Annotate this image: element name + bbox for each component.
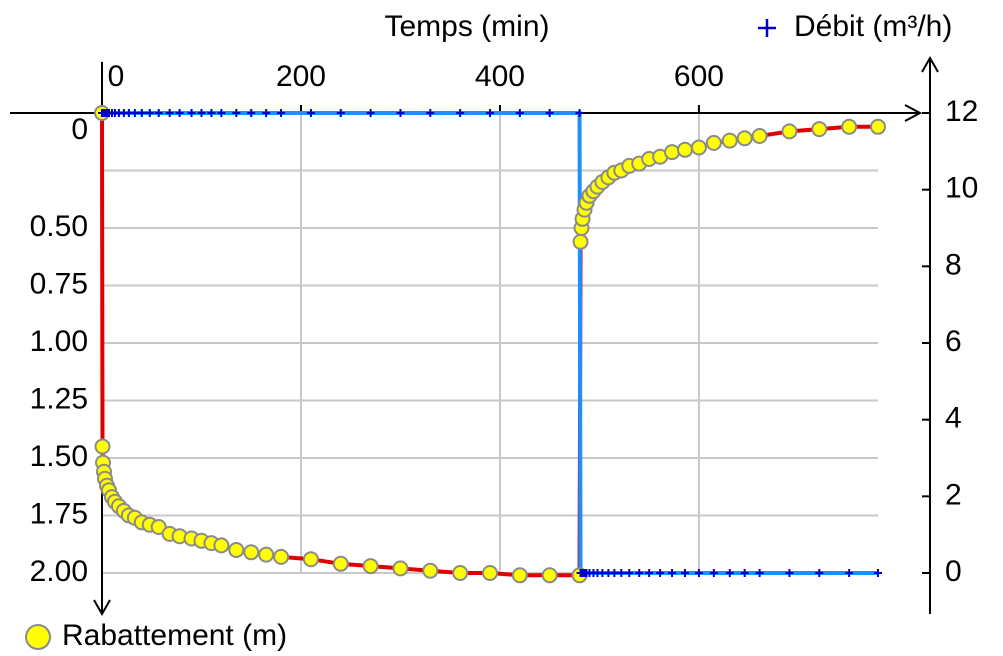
data-point xyxy=(396,109,405,117)
data-point xyxy=(572,233,589,250)
data-point xyxy=(690,139,707,156)
data-point xyxy=(392,560,409,577)
data-point xyxy=(243,544,260,561)
data-point xyxy=(785,569,794,577)
data-point xyxy=(680,569,689,577)
y-tick-label: 2.00 xyxy=(30,555,88,588)
grid xyxy=(102,113,878,574)
data-point xyxy=(676,141,693,158)
data-point xyxy=(751,128,768,144)
data-point xyxy=(645,569,654,577)
x-tick-label: 400 xyxy=(475,60,525,93)
data-point xyxy=(175,109,184,117)
data-point xyxy=(130,109,139,117)
data-point xyxy=(482,565,498,581)
data-point xyxy=(736,130,753,147)
data-point xyxy=(426,109,435,117)
x-axis-arrow xyxy=(904,104,923,122)
data-point xyxy=(207,109,216,117)
data-point xyxy=(656,569,665,577)
data-point xyxy=(452,565,469,581)
data-point xyxy=(456,109,465,117)
x-tick-label: 0 xyxy=(108,60,125,93)
data-point xyxy=(302,551,319,568)
data-point xyxy=(217,109,226,117)
data-point xyxy=(845,569,854,577)
y2-tick-label: 10 xyxy=(945,172,978,205)
x-axis-title: Temps (min) xyxy=(384,10,549,43)
data-point xyxy=(137,109,146,117)
data-point xyxy=(874,569,882,577)
x-tick-label: 200 xyxy=(276,60,326,93)
y2-tick-label: 12 xyxy=(945,95,978,128)
data-point xyxy=(154,109,163,117)
data-point xyxy=(247,109,256,117)
data-point xyxy=(366,109,375,117)
data-point xyxy=(841,118,858,135)
data-point xyxy=(694,569,703,577)
data-point xyxy=(422,562,439,579)
data-point xyxy=(740,569,749,577)
data-point xyxy=(781,123,798,140)
y-tick-label: 0.75 xyxy=(30,267,88,300)
series-line xyxy=(100,112,878,578)
y-tick-label: 1.75 xyxy=(30,497,88,530)
data-point xyxy=(145,109,154,117)
y2-tick-label: 2 xyxy=(945,478,962,511)
data-point xyxy=(755,569,764,577)
y-tick-label: 0 xyxy=(71,113,88,146)
data-point xyxy=(545,109,554,117)
data-point xyxy=(541,567,558,584)
legend-marker xyxy=(758,19,776,37)
legend-label: Débit (m³/h) xyxy=(794,10,952,43)
y-tick-label: 0.50 xyxy=(30,210,88,243)
legend-label: Rabattement (m) xyxy=(62,619,287,652)
data-point xyxy=(668,569,677,577)
data-point xyxy=(228,542,245,558)
y2-axis-arrow xyxy=(921,55,939,73)
data-point xyxy=(94,438,111,455)
data-point xyxy=(721,132,738,149)
data-point xyxy=(262,109,271,117)
data-point xyxy=(232,109,241,117)
data-point xyxy=(811,121,828,138)
data-point xyxy=(336,109,345,117)
data-point xyxy=(515,109,524,117)
y2-tick-label: 6 xyxy=(945,325,962,358)
data-point xyxy=(725,569,734,577)
data-point xyxy=(486,109,494,117)
data-point xyxy=(197,109,206,117)
data-point xyxy=(815,569,824,577)
data-point xyxy=(625,569,634,577)
data-point xyxy=(277,109,286,117)
data-point xyxy=(306,109,315,117)
data-point xyxy=(635,569,644,577)
data-point xyxy=(870,118,886,135)
data-point xyxy=(664,144,681,161)
data-point xyxy=(511,567,528,584)
data-point xyxy=(273,548,290,565)
y-tick-label: 1.00 xyxy=(30,325,88,358)
data-point xyxy=(213,537,230,554)
data-point xyxy=(362,558,379,575)
y2-tick-label: 0 xyxy=(945,555,962,588)
data-point xyxy=(705,134,722,151)
y2-tick-label: 8 xyxy=(945,248,962,281)
x-tick-label: 600 xyxy=(674,60,724,93)
data-point xyxy=(575,109,584,117)
data-point xyxy=(709,569,718,577)
data-point xyxy=(165,109,174,117)
data-point xyxy=(258,546,275,563)
legend-marker xyxy=(25,624,51,650)
y2-tick-label: 4 xyxy=(945,402,962,435)
y-tick-label: 1.50 xyxy=(30,440,88,473)
data-point xyxy=(332,555,349,572)
data-point xyxy=(610,569,619,577)
y-axis-arrow xyxy=(93,599,111,617)
data-point xyxy=(187,109,196,117)
data-point xyxy=(617,569,626,577)
y-tick-label: 1.25 xyxy=(30,382,88,415)
